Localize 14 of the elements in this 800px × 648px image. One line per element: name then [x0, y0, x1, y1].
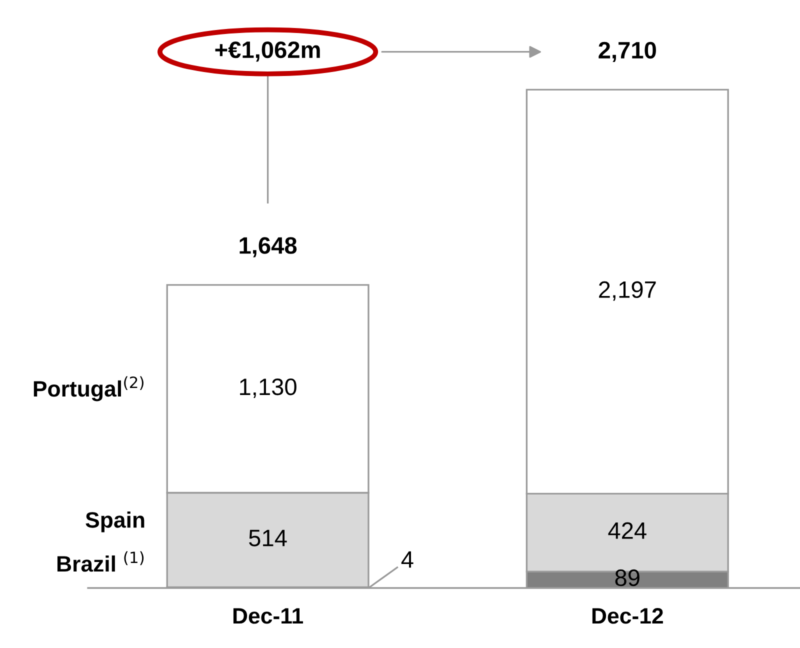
data-label: 2,197: [599, 281, 656, 301]
data-label: 1,130: [240, 378, 296, 398]
data-label: 4: [401, 551, 414, 568]
x-tick-label: Dec-12: [592, 608, 663, 624]
data-label: 89: [615, 569, 640, 586]
text: +€1,062m: [215, 41, 320, 62]
data-label: 514: [249, 530, 287, 546]
series-label: Brazil $^{(1)}$: [57, 551, 144, 572]
data-label: 424: [608, 522, 646, 539]
x-tick-label: Dec-11: [233, 608, 304, 624]
series-label: Portugal$^{(2)}$: [34, 376, 144, 402]
series-label: Spain: [86, 511, 144, 532]
total-label: 2,710: [598, 42, 656, 62]
total-label: 1,648: [240, 237, 297, 258]
